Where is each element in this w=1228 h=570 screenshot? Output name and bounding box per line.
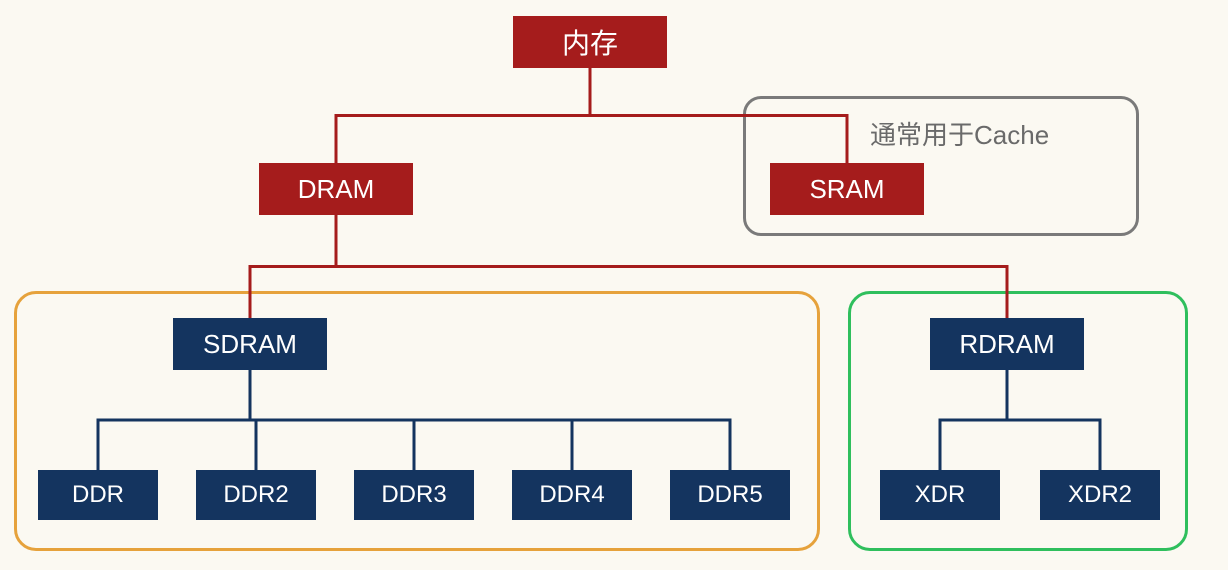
node-xdr2: XDR2: [1040, 470, 1160, 520]
node-sram: SRAM: [770, 163, 924, 215]
node-label: DRAM: [298, 174, 375, 205]
node-label: SDRAM: [203, 329, 297, 360]
node-rdram: RDRAM: [930, 318, 1084, 370]
node-ddr5: DDR5: [670, 470, 790, 520]
node-label: DDR4: [539, 481, 604, 509]
node-label: DDR2: [223, 481, 288, 509]
node-sdram: SDRAM: [173, 318, 327, 370]
node-label: DDR3: [381, 481, 446, 509]
node-root: 内存: [513, 16, 667, 68]
node-ddr: DDR: [38, 470, 158, 520]
node-dram: DRAM: [259, 163, 413, 215]
node-ddr4: DDR4: [512, 470, 632, 520]
node-label: SRAM: [809, 174, 884, 205]
node-xdr: XDR: [880, 470, 1000, 520]
node-label: XDR: [915, 481, 966, 509]
node-ddr3: DDR3: [354, 470, 474, 520]
node-ddr2: DDR2: [196, 470, 316, 520]
sram-callout-label: 通常用于Cache: [870, 115, 1049, 152]
node-label: 内存: [562, 22, 618, 62]
node-label: DDR: [72, 481, 124, 509]
node-label: DDR5: [697, 481, 762, 509]
node-label: XDR2: [1068, 481, 1132, 509]
node-label: RDRAM: [959, 329, 1054, 360]
